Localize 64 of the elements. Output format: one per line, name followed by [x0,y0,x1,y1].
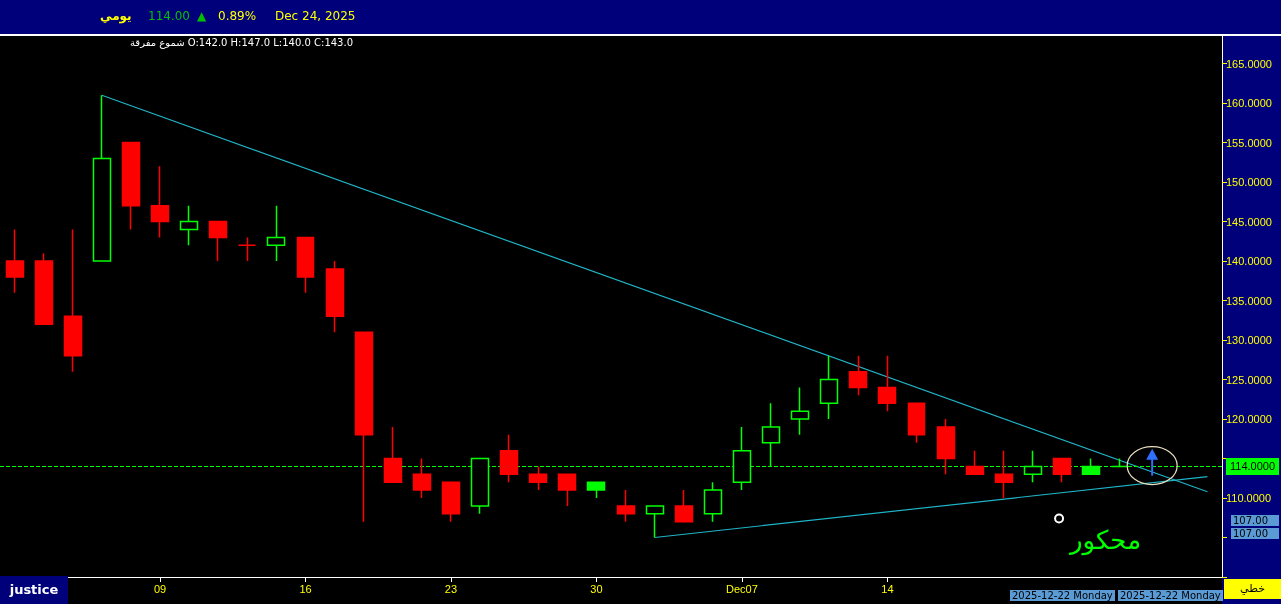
candlestick [266,205,286,262]
candlestick [441,481,461,523]
text: Dec 24, 2025 [275,9,356,23]
y-tick-label: 150.0000 [1226,176,1272,189]
y-tick-label: 110.0000 [1226,492,1272,505]
x-tick-label: 30 [590,582,603,595]
text: 2025-12-22 Monday [1010,590,1115,601]
candlestick [1052,457,1072,483]
candlestick [237,236,257,262]
candlestick [499,434,519,483]
candlestick [121,141,141,231]
y-tick-label: 145.0000 [1226,215,1272,228]
x-tick-label: 23 [444,582,458,595]
x-tick-label: Dec07 [726,582,758,595]
y-tick-label: 165.0000 [1226,57,1272,70]
candlestick [877,355,897,412]
candlestick [848,355,868,397]
candlestick [179,205,199,247]
candlestick [325,260,345,333]
text: justice [0,576,68,604]
candlestick [994,449,1014,499]
candlestick [296,236,315,294]
text: 107.00 [1231,515,1279,526]
candlestick [5,228,25,294]
candlestick [790,386,810,436]
candlestick [557,473,577,507]
candlestick [645,505,665,539]
candlestick [965,449,985,476]
y-tick-label: 160.0000 [1226,97,1272,110]
y-tick-label: 125.0000 [1226,373,1272,386]
y-tick-label: 120.0000 [1226,413,1272,426]
text: 0.89% [218,9,257,23]
text: ▲ [197,9,207,23]
candlestick [674,489,694,523]
candlestick [528,465,548,491]
candlestick [383,426,403,483]
candlestick [34,252,54,326]
candlestick [354,331,374,523]
x-tick-label: 09 [153,582,167,595]
y-tick-label: 155.0000 [1226,136,1272,149]
text: 114.00 [148,9,190,23]
candlestick [616,489,636,523]
y-tick-label: 140.0000 [1226,255,1272,268]
annotation: محكور [1070,525,1142,555]
y-tick-label: 130.0000 [1226,334,1272,347]
chart-subtitle: شموع مفرقة O:142.0 H:147.0 L:140.0 C:143.0 [130,37,354,48]
ref-line-label: 114.0000 [1230,460,1276,473]
candlestick [150,165,170,239]
candlestick [92,94,112,262]
candlestick [586,481,606,499]
candlestick [63,228,83,373]
x-tick-label: 14 [881,582,894,595]
text: 2025-12-22 Monday [1118,590,1223,601]
candlestick [936,418,956,476]
candlestick [703,481,723,523]
text: خطي [1224,579,1281,599]
x-tick-label: 16 [299,582,312,595]
candlestick [412,457,432,499]
candlestick [208,220,228,262]
chart-title: يومي [100,9,132,23]
candlestick [907,402,926,444]
text: 107.00 [1231,528,1279,539]
y-tick-label: 135.0000 [1226,294,1272,307]
candlestick [819,355,839,420]
